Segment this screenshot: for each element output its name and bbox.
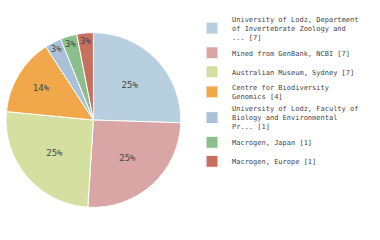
svg-text:25%: 25% <box>119 153 136 163</box>
svg-text:University of Lodz, Faculty of: University of Lodz, Faculty ofBiology an… <box>232 105 358 131</box>
svg-text:3%: 3% <box>80 36 91 46</box>
svg-text:3%: 3% <box>51 44 62 54</box>
svg-text:25%: 25% <box>122 80 139 90</box>
svg-text:14%: 14% <box>33 83 50 93</box>
svg-text:25%: 25% <box>46 148 63 158</box>
svg-text:Mined from GenBank, NCBI [7]: Mined from GenBank, NCBI [7] <box>232 50 350 58</box>
svg-text:Australian Museum, Sydney [7]: Australian Museum, Sydney [7] <box>232 69 354 77</box>
svg-text:Macrogen, Europe [1]: Macrogen, Europe [1] <box>232 158 316 166</box>
svg-text:University of Lodz, Department: University of Lodz, Departmentof Inverte… <box>232 16 358 42</box>
svg-text:Centre for BiodiversityGenomic: Centre for BiodiversityGenomics [4] <box>232 84 329 101</box>
svg-text:Macrogen, Japan [1]: Macrogen, Japan [1] <box>232 139 312 147</box>
svg-text:3%: 3% <box>65 39 76 49</box>
